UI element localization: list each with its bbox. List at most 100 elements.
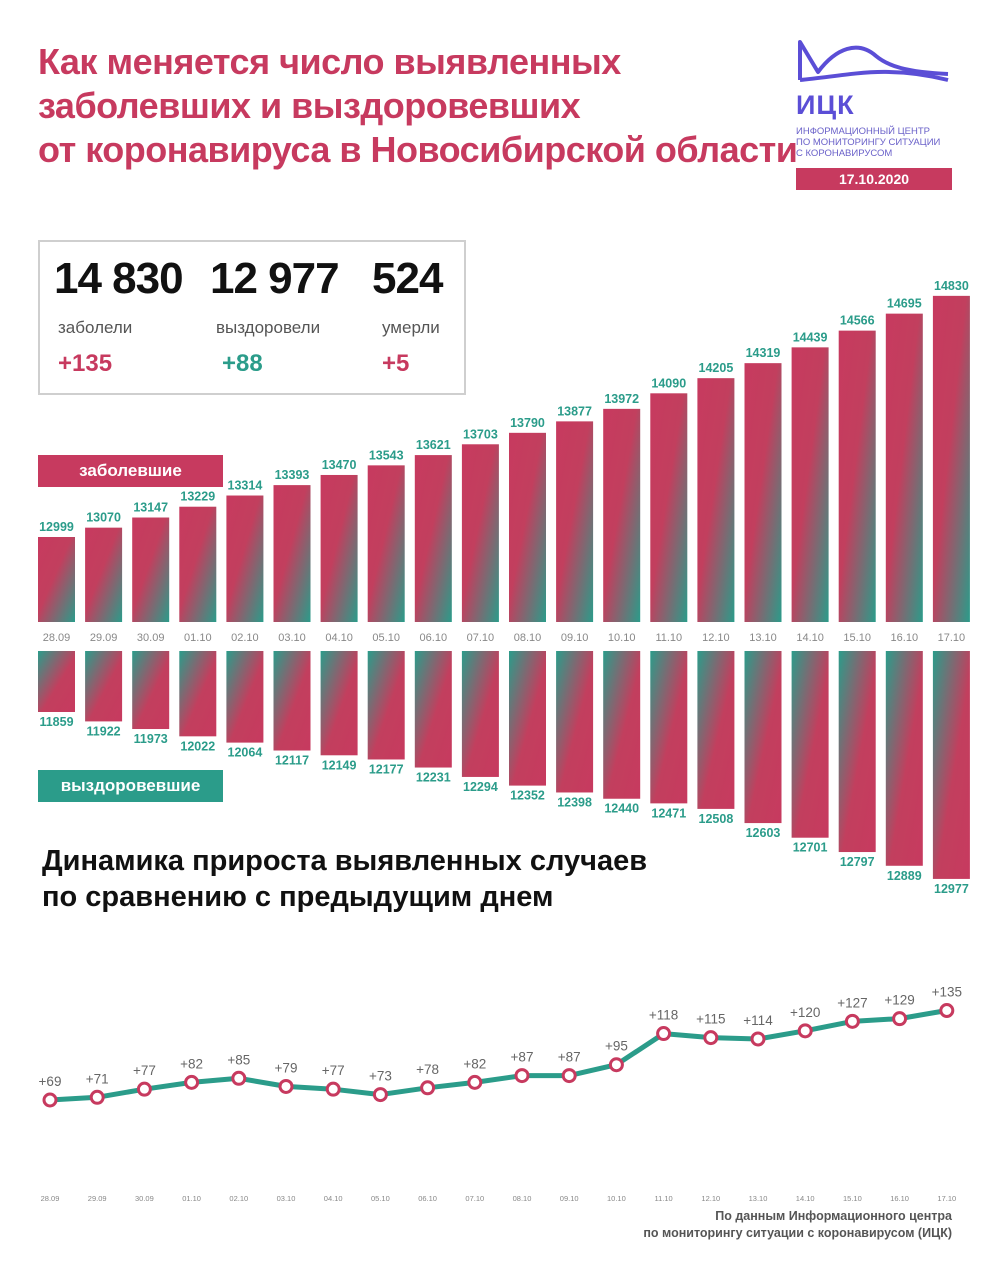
bar-sick-value-label: 13229 [180,490,215,504]
bar-recovered [85,651,123,722]
date-tick-label: 12.10 [702,632,730,644]
line-date-tick-label: 11.10 [654,1194,672,1203]
date-tick-label: 30.09 [137,632,165,644]
line-point-label: +129 [884,993,914,1008]
bar-recovered-value-label: 12471 [651,806,686,820]
bar-sick-value-label: 14205 [699,361,734,375]
line-point [420,1080,436,1096]
line-point-label: +87 [511,1050,534,1065]
bar-recovered [932,651,970,879]
bar-recovered [603,651,641,799]
date-tick-label: 29.09 [90,632,118,644]
line-point [608,1057,624,1073]
date-tick-label: 11.10 [655,632,682,644]
line-date-tick-label: 12.10 [701,1194,720,1203]
bar-sick [367,465,405,622]
stat-value: 524 [372,254,443,303]
bar-sick-value-label: 12999 [39,520,74,534]
line-chart-title-line: по сравнению с предыдущим днем [42,881,554,913]
line-date-tick-label: 14.10 [796,1194,815,1203]
line-date-tick-label: 09.10 [560,1194,579,1203]
bar-recovered [132,651,170,730]
date-tick-label: 13.10 [749,632,777,644]
date-tick-label: 07.10 [467,632,495,644]
bar-sick [603,408,641,622]
bar-sick-value-label: 13621 [416,438,451,452]
date-tick-label: 28.09 [43,632,71,644]
date-tick-label: 05.10 [372,632,400,644]
line-date-tick-label: 08.10 [513,1194,532,1203]
line-point-label: +78 [416,1062,439,1077]
bar-recovered [791,651,829,838]
bar-sick-value-label: 14319 [746,346,781,360]
bar-recovered [320,651,358,756]
date-tick-label: 01.10 [184,632,212,644]
line-point [467,1074,483,1090]
line-date-tick-label: 16.10 [890,1194,909,1203]
line-date-tick-label: 15.10 [843,1194,862,1203]
title-line: от коронавируса в Новосибирской области [38,129,798,170]
bar-recovered-value-label: 12797 [840,855,875,869]
bar-sick [509,432,546,622]
logo-subtitle-line: по мониторингу ситуации [796,137,941,148]
bar-sick [838,330,876,622]
source-note-line: По данным Информационного центра [715,1209,952,1223]
bar-sick-value-label: 14439 [793,330,828,344]
bar-sick [273,485,311,622]
bar-sick-value-label: 14090 [651,376,686,390]
bar-recovered-value-label: 12022 [180,739,215,753]
date-tick-label: 15.10 [843,632,871,644]
line-point-label: +79 [275,1060,298,1075]
bar-recovered-value-label: 11859 [39,715,73,729]
bar-recovered-value-label: 11973 [134,732,168,746]
line-point [844,1013,860,1029]
logo-abbreviation: ИЦК [796,90,855,120]
line-series [47,1008,950,1103]
title-line: Как меняется число выявленных [38,41,621,82]
title-line: заболевших и выздоровевших [38,85,581,126]
date-tick-label: 08.10 [514,632,542,644]
line-chart-title: Динамика прироста выявленных случаев по … [42,843,647,915]
line-point [750,1031,766,1047]
bar-sick [650,393,688,622]
bar-sick-value-label: 14830 [934,279,969,293]
date-tick-label: 10.10 [608,632,636,644]
line-point-label: +114 [743,1013,773,1028]
line-date-tick-label: 28.09 [41,1194,60,1203]
line-date-tick-label: 07.10 [465,1194,484,1203]
bar-recovered [650,651,688,804]
date-tick-label: 17.10 [938,632,966,644]
date-tick-label: 02.10 [231,632,259,644]
report-date: 17.10.2020 [796,168,952,190]
bar-recovered-value-label: 12701 [793,841,828,855]
bar-recovered [273,651,311,751]
date-tick-label: 03.10 [278,632,306,644]
line-point-label: +77 [322,1063,345,1078]
line-point-label: +82 [463,1056,486,1071]
line-point [278,1078,294,1094]
logo-subtitle-line: Информационный центр [796,126,930,137]
bar-recovered-value-label: 12889 [887,869,922,883]
bar-recovered [744,651,782,824]
line-date-tick-label: 02.10 [229,1194,248,1203]
bar-recovered-value-label: 12177 [369,762,404,776]
page-title: Как меняется число выявленных заболевших… [38,40,798,172]
date-tick-label: 16.10 [891,632,919,644]
bar-recovered-value-label: 12508 [699,812,734,826]
logo-subtitle: Информационный центр по мониторингу ситу… [796,126,956,159]
bar-recovered [414,651,452,768]
bar-sick [226,495,264,622]
mountain-logo-icon [798,40,949,82]
line-date-tick-label: 05.10 [371,1194,390,1203]
line-date-tick-label: 01.10 [182,1194,201,1203]
line-point-label: +85 [227,1052,250,1067]
line-date-tick-label: 17.10 [937,1194,956,1203]
line-point [184,1074,200,1090]
line-point [514,1068,530,1084]
stat-delta: +135 [58,350,113,377]
bar-sick-value-label: 13393 [275,468,310,482]
line-chart-title-line: Динамика прироста выявленных случаев [42,845,648,877]
line-point-label: +69 [39,1074,62,1089]
summary-stats: 14 830 заболели +135 12 977 выздоровели … [38,240,466,395]
